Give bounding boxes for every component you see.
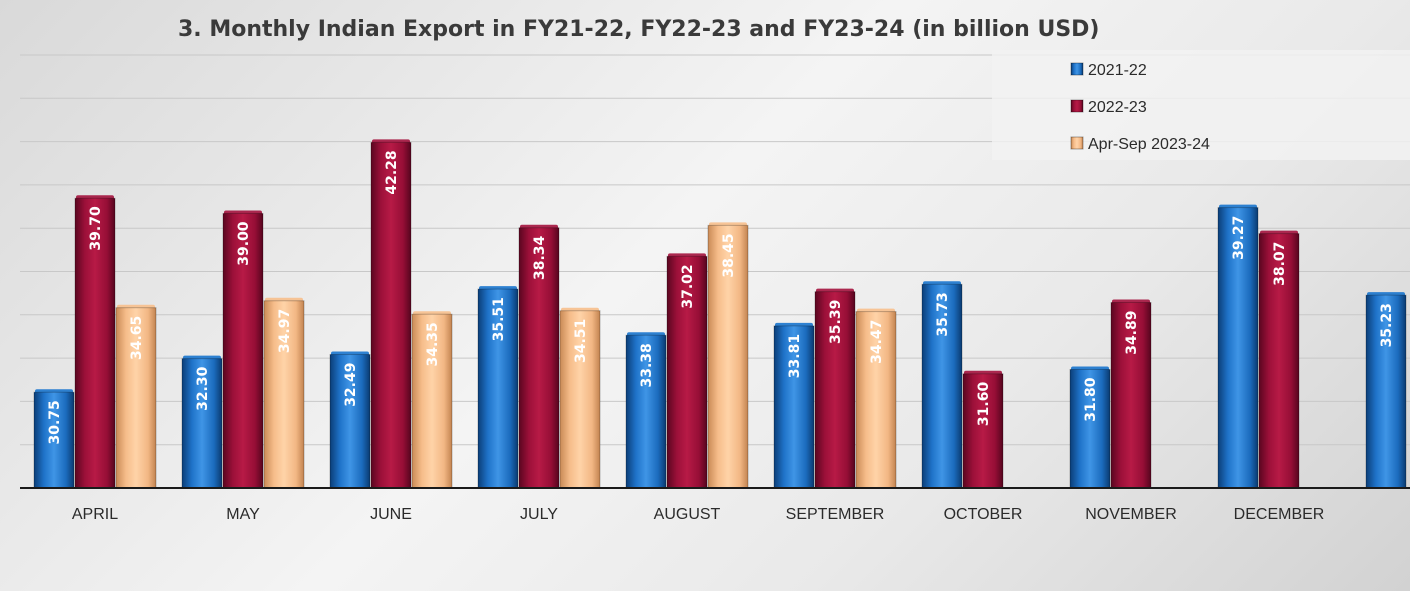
category-label: AUGUST: [654, 506, 721, 523]
data-label: 31.80: [1083, 377, 1099, 422]
bar: [329, 354, 371, 489]
legend-label: 2021-22: [1088, 62, 1147, 79]
data-label: 35.51: [491, 297, 507, 341]
bar: [370, 141, 412, 489]
legend: 2021-22 2022-23 Apr-Sep 2023-24: [1070, 62, 1210, 153]
data-label: 31.60: [976, 382, 992, 427]
bar: [625, 334, 667, 489]
category-labels: APRIL MAY JUNE JULY AUGUST SEPTEMBER OCTOBER NO…: [72, 506, 1325, 523]
bar: [707, 224, 749, 489]
data-label: 34.51: [573, 319, 589, 363]
bar: [1110, 302, 1152, 489]
bar: [411, 313, 453, 489]
data-label: 37.02: [680, 264, 696, 308]
bars: [33, 139, 1407, 489]
data-label: 38.45: [721, 233, 737, 277]
data-label: 34.89: [1124, 311, 1140, 355]
legend-label: Apr-Sep 2023-24: [1088, 136, 1210, 153]
category-label: JULY: [520, 506, 558, 523]
bar: [814, 291, 856, 489]
category-label: DECEMBER: [1234, 506, 1325, 523]
bar: [33, 391, 75, 489]
data-label: 42.28: [384, 150, 400, 194]
bar: [559, 310, 601, 489]
bar: [1217, 207, 1259, 489]
bar: [855, 311, 897, 489]
chart-title: 3. Monthly Indian Export in FY21-22, FY2…: [178, 17, 1100, 42]
category-label: NOVEMBER: [1085, 506, 1177, 523]
bar: [773, 325, 815, 489]
data-label: 32.30: [195, 366, 211, 411]
data-label: 34.97: [277, 309, 293, 353]
legend-swatch: [1070, 99, 1084, 113]
category-label: MAY: [226, 506, 260, 523]
bar: [222, 212, 264, 489]
data-label: 30.75: [47, 400, 63, 444]
data-label: 34.47: [869, 320, 885, 364]
data-label: 35.39: [828, 300, 844, 344]
bar: [181, 358, 223, 489]
data-labels: 30.75 39.70 34.65 32.30 39.00 34.97 32.49 42.28…: [47, 150, 1395, 444]
bar: [1069, 368, 1111, 489]
category-label: APRIL: [72, 506, 118, 523]
bar: [477, 288, 519, 489]
data-label: 33.81: [787, 334, 803, 378]
data-label: 39.00: [236, 221, 252, 266]
legend-swatch: [1070, 62, 1084, 76]
data-label: 35.23: [1379, 303, 1395, 347]
bar: [263, 300, 305, 489]
data-label: 39.70: [88, 206, 104, 251]
category-label: SEPTEMBER: [786, 506, 885, 523]
bar: [962, 373, 1004, 489]
data-label: 39.27: [1231, 216, 1247, 260]
data-label: 32.49: [343, 363, 359, 407]
category-label: JUNE: [370, 506, 412, 523]
legend-swatch: [1070, 136, 1084, 150]
legend-label: 2022-23: [1088, 99, 1147, 116]
data-label: 35.73: [935, 292, 951, 336]
data-label: 33.38: [639, 343, 655, 387]
data-label: 34.35: [425, 322, 441, 366]
bar: [1365, 294, 1407, 489]
data-label: 34.65: [129, 316, 145, 360]
data-label: 38.34: [532, 235, 548, 280]
legend-box: [992, 50, 1410, 160]
category-label: OCTOBER: [944, 506, 1023, 523]
data-label: 38.07: [1272, 242, 1288, 286]
bar: [518, 227, 560, 489]
